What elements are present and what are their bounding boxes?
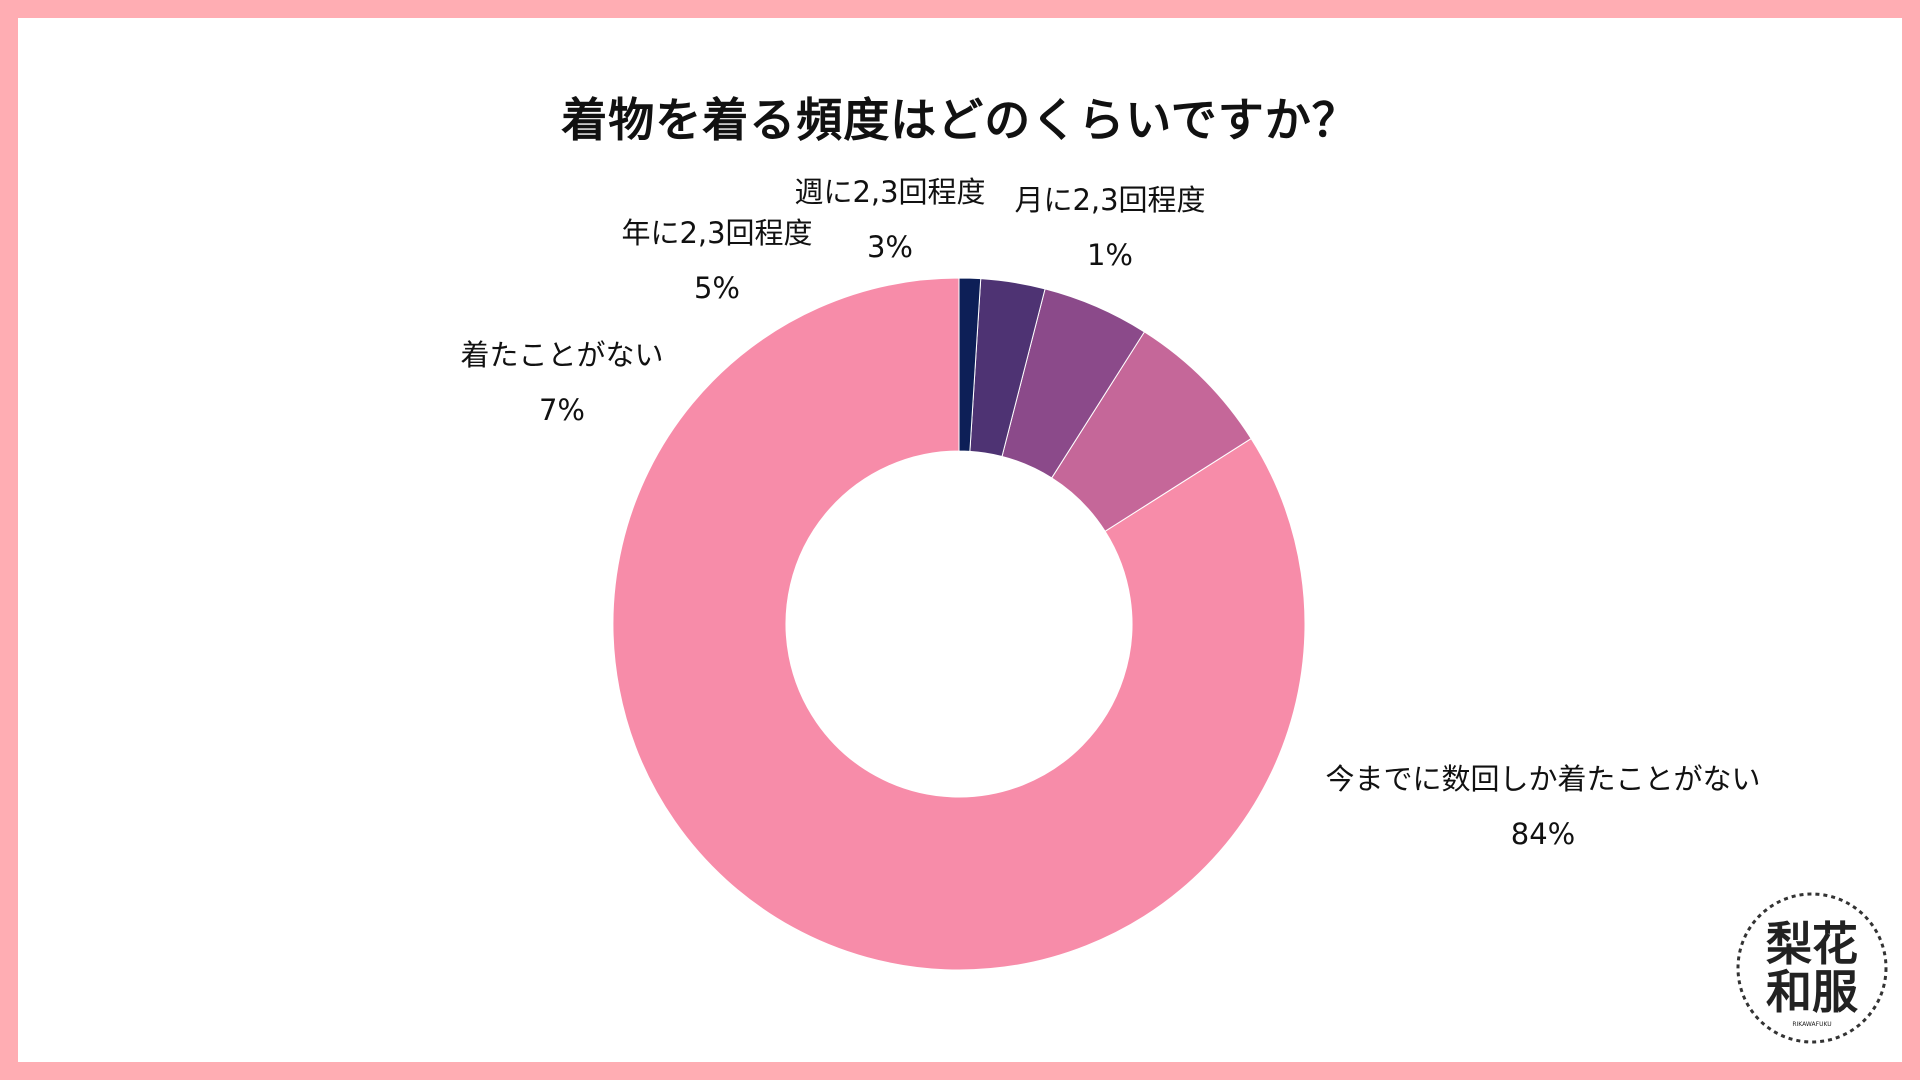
slice-category-label: 年に2,3回程度: [621, 216, 812, 250]
logo-text-top: 梨花: [1766, 917, 1858, 971]
slice-category-label: 着たことがない: [460, 338, 663, 372]
slide-frame: 着物を着る頻度はどのくらいですか？ 今までに数回しか着たことがない 84% 着たこと…: [18, 18, 1902, 1062]
slice-percent-label: 5%: [694, 271, 740, 305]
slice-category-label: 今までに数回しか着たことがない: [1325, 762, 1760, 796]
slice-category-label: 月に2,3回程度: [1014, 183, 1205, 217]
slice-percent-label: 84%: [1511, 817, 1575, 851]
donut-chart: 今までに数回しか着たことがない 84% 着たことがない 7% 年に2,3回程度 5% 週に2…: [460, 175, 1761, 971]
donut-slice-5: [958, 277, 982, 452]
slice-percent-label: 1%: [1087, 238, 1133, 272]
logo-caption: RIKAWAFUKU: [1792, 1021, 1831, 1028]
donut-slice-1: [612, 277, 1306, 971]
slice-category-label: 週に2,3回程度: [794, 175, 985, 209]
chart-title: 着物を着る頻度はどのくらいですか？: [561, 93, 1359, 147]
logo-text-bottom: 和服: [1766, 965, 1858, 1019]
slice-percent-label: 7%: [539, 393, 585, 427]
slice-percent-label: 3%: [867, 230, 913, 264]
rikawafuku-logo: 梨花 和服 RIKAWAFUKU: [1736, 892, 1888, 1044]
